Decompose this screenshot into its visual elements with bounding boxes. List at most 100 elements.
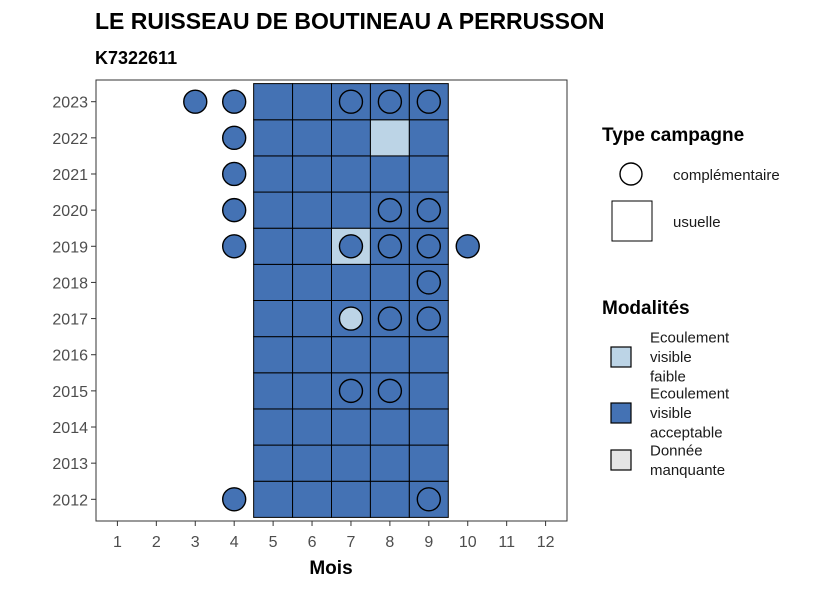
legend-acceptable-label: Ecoulement visible acceptable (650, 386, 730, 442)
complementaire-point-2012-9 (416, 487, 442, 512)
usuelle-cell-2018-7 (331, 263, 371, 301)
complementaire-point-2017-8 (377, 306, 403, 331)
usuelle-cell-2020-7 (331, 191, 371, 229)
complementaire-point-2021-4 (221, 161, 247, 187)
usuelle-cell-2021-6 (292, 155, 332, 193)
y-tick-label-2020: 2020 (52, 203, 88, 220)
x-tick-label-5: 5 (269, 534, 278, 551)
usuelle-cell-2016-9 (408, 336, 449, 374)
usuelle-cell-2015-6 (292, 372, 332, 410)
complementaire-point-2019-7 (338, 234, 364, 259)
legend-manquante-key (610, 449, 632, 471)
usuelle-cell-2023-6 (292, 83, 332, 121)
y-tick-label-2012: 2012 (52, 492, 88, 509)
y-tick-label-2014: 2014 (52, 420, 88, 437)
legend-acceptable-key (610, 402, 632, 424)
y-tick-label-2021: 2021 (52, 167, 88, 184)
usuelle-cell-2020-6 (292, 191, 332, 229)
legend-manquante-label: Donnée manquante (650, 442, 725, 479)
complementaire-point-2020-8 (377, 197, 403, 223)
legend-usuelle-label: usuelle (673, 214, 721, 231)
legend-modalites-title: Modalités (602, 298, 690, 319)
usuelle-cell-2019-5 (253, 227, 294, 265)
complementaire-point-2017-7 (338, 306, 364, 331)
usuelle-cell-2022-7 (331, 119, 371, 157)
complementaire-point-2019-10 (455, 234, 480, 259)
complementaire-point-2020-9 (416, 197, 442, 223)
y-tick-label-2018: 2018 (52, 275, 88, 292)
usuelle-cell-2012-8 (369, 480, 410, 518)
usuelle-cell-2014-6 (292, 408, 332, 446)
usuelle-cell-2016-7 (331, 336, 371, 374)
x-tick-label-9: 9 (424, 534, 433, 551)
chart-title: LE RUISSEAU DE BOUTINEAU A PERRUSSON (95, 8, 604, 34)
usuelle-cell-2020-5 (253, 191, 294, 229)
usuelle-cell-2021-7 (331, 155, 371, 193)
usuelle-cell-2012-7 (331, 480, 371, 518)
usuelle-cell-2022-5 (253, 119, 294, 157)
x-tick-label-7: 7 (347, 534, 356, 551)
usuelle-cell-2013-9 (408, 444, 449, 482)
complementaire-point-2023-3 (183, 89, 208, 114)
x-tick-label-10: 10 (459, 534, 477, 551)
y-tick-label-2016: 2016 (52, 348, 88, 365)
y-tick-label-2017: 2017 (52, 312, 88, 329)
usuelle-cell-2017-5 (253, 300, 294, 338)
usuelle-cell-2021-9 (408, 155, 449, 193)
legend-type-campagne: Type campagne complémentaire usuelle (602, 125, 780, 242)
usuelle-cell-2017-6 (292, 300, 332, 338)
complementaire-point-2017-9 (416, 306, 442, 331)
complementaire-point-2019-8 (377, 234, 403, 259)
complementaire-point-2012-4 (221, 487, 247, 512)
complementaire-point-2019-4 (221, 234, 247, 259)
usuelle-cell-2021-8 (369, 155, 410, 193)
legend-faible-key (610, 346, 632, 368)
complementaire-point-2020-4 (221, 197, 247, 223)
x-tick-label-1: 1 (113, 534, 122, 551)
complementaire-point-2019-9 (416, 234, 442, 259)
usuelle-cell-2015-5 (253, 372, 294, 410)
usuelle-cell-2014-9 (408, 408, 449, 446)
usuelle-cell-2014-8 (369, 408, 410, 446)
complementaire-point-2022-4 (221, 125, 247, 151)
legend-modalites: Modalités Ecoulement visible faibleEcoulem… (602, 298, 730, 479)
usuelle-cell-2016-5 (253, 336, 294, 374)
x-tick-label-2: 2 (152, 534, 161, 551)
usuelle-cell-2013-6 (292, 444, 332, 482)
legend-usuelle-key (611, 200, 653, 242)
y-tick-label-2013: 2013 (52, 456, 88, 473)
complementaire-point-2018-9 (416, 270, 442, 295)
complementaire-point-2023-8 (377, 89, 403, 114)
complementaire-point-2015-7 (338, 378, 364, 404)
x-tick-label-3: 3 (191, 534, 200, 551)
usuelle-cell-2015-9 (408, 372, 449, 410)
complementaire-point-2023-7 (338, 89, 364, 114)
usuelle-cell-2013-8 (369, 444, 410, 482)
usuelle-cell-2018-6 (292, 263, 332, 301)
usuelle-cell-2014-7 (331, 408, 371, 446)
legend-complementaire-label: complémentaire (673, 167, 780, 184)
usuelle-cell-2012-5 (253, 480, 294, 518)
x-axis-label: Mois (309, 558, 352, 579)
usuelle-cell-2018-8 (369, 263, 410, 301)
usuelle-cell-2021-5 (253, 155, 294, 193)
y-tick-label-2022: 2022 (52, 131, 88, 148)
usuelle-cell-2019-6 (292, 227, 332, 265)
usuelle-cell-2018-5 (253, 263, 294, 301)
chart-subtitle: K7322611 (95, 48, 177, 68)
x-tick-label-8: 8 (385, 534, 394, 551)
usuelle-cell-2022-9 (408, 119, 449, 157)
complementaire-point-2023-4 (221, 89, 247, 114)
usuelle-cell-2016-6 (292, 336, 332, 374)
y-tick-label-2015: 2015 (52, 384, 88, 401)
usuelle-cell-2013-7 (331, 444, 371, 482)
y-tick-label-2019: 2019 (52, 239, 88, 256)
usuelle-cell-2012-6 (292, 480, 332, 518)
y-tick-label-2023: 2023 (52, 95, 88, 112)
x-tick-label-12: 12 (537, 534, 555, 551)
complementaire-points-layer (183, 89, 480, 512)
legend-faible-label: Ecoulement visible faible (650, 330, 730, 386)
usuelle-cell-2014-5 (253, 408, 294, 446)
complementaire-point-2015-8 (377, 378, 403, 404)
